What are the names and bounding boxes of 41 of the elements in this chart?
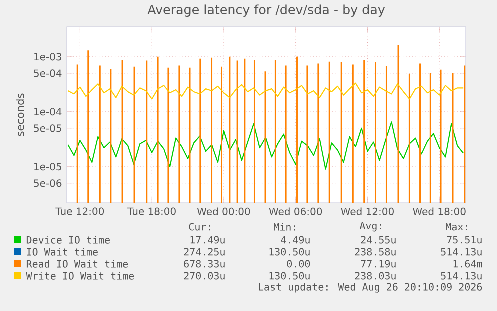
text: 0.00 xyxy=(287,260,310,268)
text: Last update: Wed Aug 26 20:10:09 2026 xyxy=(259,283,482,293)
legend-label: Read IO Wait time xyxy=(26,260,128,268)
text: 514.13u xyxy=(441,248,482,256)
legend-label: Device IO time xyxy=(26,236,110,244)
legend-label: Write IO Wait time xyxy=(26,272,134,280)
y-tick-label: 1e-05 xyxy=(34,163,62,171)
text: 75.51u xyxy=(447,236,482,244)
text: 77.19u xyxy=(361,260,396,268)
line-series xyxy=(68,82,464,100)
text: Max: xyxy=(446,223,468,231)
y-tick-label: 5e-04 xyxy=(34,70,62,78)
y-tick-label: 1e-03 xyxy=(34,53,62,61)
text: 238.03u xyxy=(355,272,396,280)
text: 4.49u xyxy=(281,236,310,244)
x-tick-label: Tue 12:00 xyxy=(56,208,104,216)
text: 1.64m xyxy=(454,260,482,268)
x-tick-label: Tue 18:00 xyxy=(128,208,176,216)
line-series xyxy=(68,122,464,170)
text: Avg: xyxy=(360,222,382,232)
text: 17.49u xyxy=(190,236,225,244)
text: 270.03u xyxy=(184,272,225,280)
y-tick-label: 5e-06 xyxy=(34,180,62,188)
text: 678.33u xyxy=(184,260,225,268)
x-tick-label: Wed 00:00 xyxy=(197,208,250,216)
y-tick-label: 5e-05 xyxy=(34,124,62,132)
x-tick-label: Wed 18:00 xyxy=(413,208,466,216)
y-axis-title: seconds xyxy=(16,94,24,136)
text: 130.50u xyxy=(270,248,310,256)
text: Min: xyxy=(274,223,296,231)
chart-title: Average latency for /dev/sda - by day xyxy=(148,4,386,17)
text: 24.55u xyxy=(361,236,396,244)
x-tick-label: Wed 12:00 xyxy=(341,208,394,216)
text: 238.58u xyxy=(355,248,396,256)
x-tick-label: Wed 06:00 xyxy=(269,208,322,216)
text: 514.13u xyxy=(441,272,482,280)
text: Cur: xyxy=(189,223,210,231)
text: 274.25u xyxy=(184,248,225,256)
y-tick-label: 1e-04 xyxy=(34,108,62,116)
text: 130.50u xyxy=(270,272,310,280)
legend-label: IO Wait time xyxy=(27,248,98,256)
